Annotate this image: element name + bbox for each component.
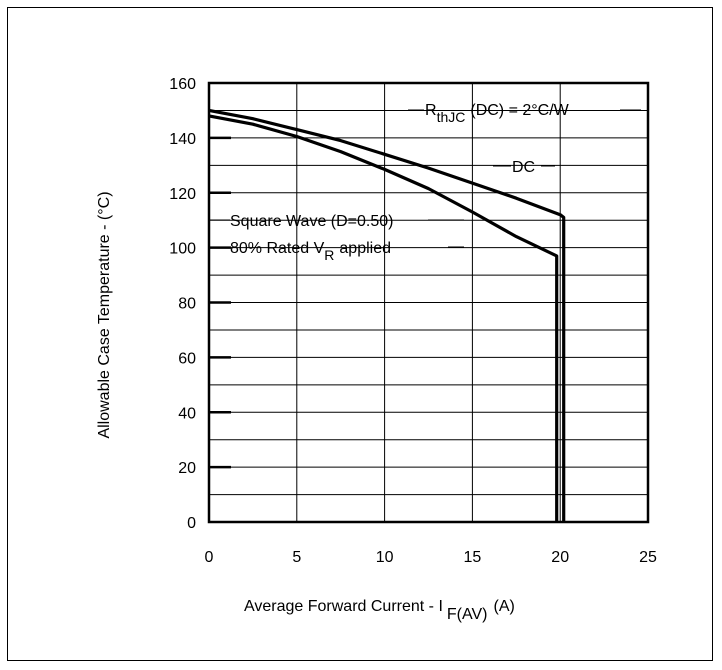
plot-border <box>207 81 650 524</box>
annotation-rth: RthJC (DC) = 2°C/W <box>408 102 641 125</box>
y-tick-label: 40 <box>178 405 196 422</box>
series-line-square-wave <box>208 114 559 522</box>
temperature-current-chart: 0 20 40 60 80 100 120 140 160 0 5 10 15 20 25 RthJC (DC… <box>96 76 657 623</box>
curves <box>208 108 566 522</box>
axes <box>207 81 650 524</box>
annotation-rated-vr: 80% Rated VR applied <box>209 240 464 263</box>
x-axis-label: Average Forward Current - I F(AV) (A) <box>244 598 515 623</box>
x-tick-label: 20 <box>551 549 569 566</box>
svg-text:RthJC(DC) = 2°C/W: RthJC (DC) = 2°C/W <box>425 102 570 125</box>
annotation-dc: DC <box>493 159 555 176</box>
y-tick-label: 60 <box>178 350 196 367</box>
svg-text:Square Wave (D=0.50): Square Wave (D=0.50) <box>230 213 393 230</box>
y-tick-label: 0 <box>187 515 196 532</box>
x-tick-label: 5 <box>292 549 301 566</box>
y-tick-label: 20 <box>178 460 196 477</box>
y-tick-label: 120 <box>169 186 196 203</box>
y-tick-label: 140 <box>169 131 196 148</box>
y-tick-label: 160 <box>169 76 196 93</box>
y-tick-label: 80 <box>178 296 196 313</box>
x-tick-label: 25 <box>639 549 657 566</box>
x-tick-label: 15 <box>464 549 482 566</box>
grid <box>209 83 648 522</box>
chart-frame: 0 20 40 60 80 100 120 140 160 0 5 10 15 20 25 RthJC (DC… <box>7 7 713 661</box>
annotation-square-wave: Square Wave (D=0.50) <box>209 213 464 230</box>
svg-text:DC: DC <box>512 159 535 176</box>
x-tick-label: 10 <box>376 549 394 566</box>
y-axis-label: Allowable Case Temperature - (°C) <box>96 191 113 438</box>
series-line-dc <box>208 108 566 522</box>
y-tick-label: 100 <box>169 241 196 258</box>
x-tick-label: 0 <box>205 549 214 566</box>
tick-labels: 0 20 40 60 80 100 120 140 160 0 5 10 15 20 25 <box>169 76 657 566</box>
